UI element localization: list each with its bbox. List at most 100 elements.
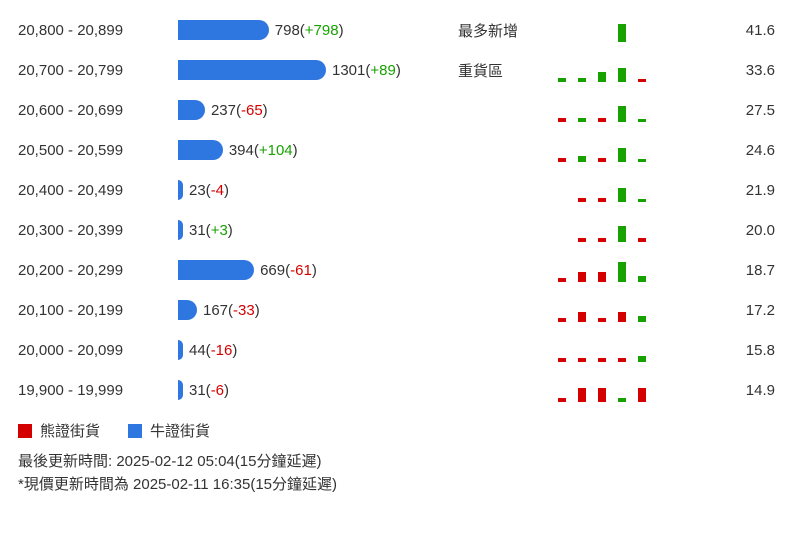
candle-bar bbox=[638, 79, 646, 82]
range-label: 20,700 - 20,799 bbox=[18, 62, 178, 79]
candle-bar bbox=[638, 238, 646, 242]
horizontal-bar bbox=[178, 260, 254, 280]
bar-cell: 798(+798) bbox=[178, 20, 458, 40]
candle-bar bbox=[558, 278, 566, 282]
candle-bar bbox=[598, 72, 606, 82]
horizontal-bar bbox=[178, 20, 269, 40]
legend-item-bear: 熊證街貨 bbox=[18, 420, 100, 441]
right-value: 17.2 bbox=[668, 302, 783, 319]
candle-bar bbox=[578, 238, 586, 242]
mini-candle-chart bbox=[558, 332, 668, 368]
right-value: 14.9 bbox=[668, 382, 783, 399]
candle-bar bbox=[618, 262, 626, 282]
range-label: 20,800 - 20,899 bbox=[18, 22, 178, 39]
candle-bar bbox=[598, 272, 606, 282]
right-value: 33.6 bbox=[668, 62, 783, 79]
mini-candle-chart bbox=[558, 172, 668, 208]
candle-bar bbox=[558, 318, 566, 322]
range-label: 19,900 - 19,999 bbox=[18, 382, 178, 399]
range-label: 20,100 - 20,199 bbox=[18, 302, 178, 319]
right-value: 21.9 bbox=[668, 182, 783, 199]
bar-value-label: 31(+3) bbox=[189, 222, 233, 239]
candle-bar bbox=[578, 388, 586, 402]
bar-cell: 44(-16) bbox=[178, 340, 458, 360]
bar-cell: 1301(+89) bbox=[178, 60, 458, 80]
mini-candle-chart bbox=[558, 132, 668, 168]
range-label: 20,500 - 20,599 bbox=[18, 142, 178, 159]
mini-candle-chart bbox=[558, 12, 668, 48]
candle-bar bbox=[578, 78, 586, 82]
right-value: 18.7 bbox=[668, 262, 783, 279]
horizontal-bar bbox=[178, 100, 205, 120]
bar-value-label: 394(+104) bbox=[229, 142, 298, 159]
horizontal-bar bbox=[178, 340, 183, 360]
candle-bar bbox=[558, 118, 566, 122]
mini-candle-chart bbox=[558, 372, 668, 408]
legend-item-bull: 牛證街貨 bbox=[128, 420, 210, 441]
bar-value-label: 669(-61) bbox=[260, 262, 317, 279]
candle-bar bbox=[598, 118, 606, 122]
candle-bar bbox=[638, 316, 646, 322]
horizontal-bar bbox=[178, 380, 183, 400]
legend-swatch-bull bbox=[128, 424, 142, 438]
table-row: 20,600 - 20,699237(-65)27.5 bbox=[18, 90, 783, 130]
candle-bar bbox=[578, 312, 586, 322]
candle-bar bbox=[618, 226, 626, 242]
table-row: 20,700 - 20,7991301(+89)重貨區33.6 bbox=[18, 50, 783, 90]
footer-update-time: 最後更新時間: 2025-02-12 05:04(15分鐘延遲) bbox=[18, 451, 783, 474]
table-row: 20,200 - 20,299 669(-61) 18.7 bbox=[18, 250, 783, 290]
table-row: 20,000 - 20,09944(-16) 15.8 bbox=[18, 330, 783, 370]
horizontal-bar bbox=[178, 180, 183, 200]
table-row: 20,100 - 20,199 167(-33) 17.2 bbox=[18, 290, 783, 330]
bar-cell: 31(+3) bbox=[178, 220, 458, 240]
range-label: 20,000 - 20,099 bbox=[18, 342, 178, 359]
legend: 熊證街貨 牛證街貨 bbox=[18, 420, 783, 441]
range-label: 20,200 - 20,299 bbox=[18, 262, 178, 279]
candle-bar bbox=[638, 356, 646, 362]
bar-value-label: 31(-6) bbox=[189, 382, 229, 399]
table-row: 20,500 - 20,599 394(+104) 24.6 bbox=[18, 130, 783, 170]
candle-bar bbox=[578, 156, 586, 162]
range-label: 20,300 - 20,399 bbox=[18, 222, 178, 239]
bar-value-label: 167(-33) bbox=[203, 302, 260, 319]
range-label: 20,400 - 20,499 bbox=[18, 182, 178, 199]
candle-bar bbox=[618, 188, 626, 202]
candle-bar bbox=[618, 358, 626, 362]
candle-bar bbox=[598, 318, 606, 322]
horizontal-bar bbox=[178, 60, 326, 80]
mini-candle-chart bbox=[558, 212, 668, 248]
table-row: 20,800 - 20,899 798(+798) 最多新增 41.6 bbox=[18, 10, 783, 50]
candle-bar bbox=[638, 199, 646, 202]
horizontal-bar bbox=[178, 140, 223, 160]
candle-bar bbox=[558, 158, 566, 162]
candle-bar bbox=[598, 158, 606, 162]
candle-bar bbox=[558, 358, 566, 362]
candle-bar bbox=[598, 358, 606, 362]
right-value: 41.6 bbox=[668, 22, 783, 39]
candle-bar bbox=[598, 198, 606, 202]
right-value: 27.5 bbox=[668, 102, 783, 119]
mini-candle-chart bbox=[558, 92, 668, 128]
bar-cell: 23(-4) bbox=[178, 180, 458, 200]
row-badge: 最多新增 bbox=[458, 20, 558, 41]
bar-value-label: 798(+798) bbox=[275, 22, 344, 39]
table-row: 19,900 - 19,999 31(-6) 14.9 bbox=[18, 370, 783, 410]
right-value: 15.8 bbox=[668, 342, 783, 359]
legend-swatch-bear bbox=[18, 424, 32, 438]
bar-value-label: 23(-4) bbox=[189, 182, 229, 199]
candle-bar bbox=[638, 276, 646, 282]
bar-cell: 394(+104) bbox=[178, 140, 458, 160]
candle-bar bbox=[578, 198, 586, 202]
table-row: 20,400 - 20,499 23(-4) 21.9 bbox=[18, 170, 783, 210]
candle-bar bbox=[638, 159, 646, 162]
bar-value-label: 237(-65) bbox=[211, 102, 268, 119]
candle-bar bbox=[618, 148, 626, 162]
candle-bar bbox=[558, 78, 566, 82]
candle-bar bbox=[618, 24, 626, 42]
candle-bar bbox=[558, 398, 566, 402]
candle-bar bbox=[598, 238, 606, 242]
candle-bar bbox=[578, 358, 586, 362]
right-value: 24.6 bbox=[668, 142, 783, 159]
candle-bar bbox=[618, 312, 626, 322]
data-table: 20,800 - 20,899 798(+798) 最多新增 41.6 20,700 -… bbox=[18, 10, 783, 410]
